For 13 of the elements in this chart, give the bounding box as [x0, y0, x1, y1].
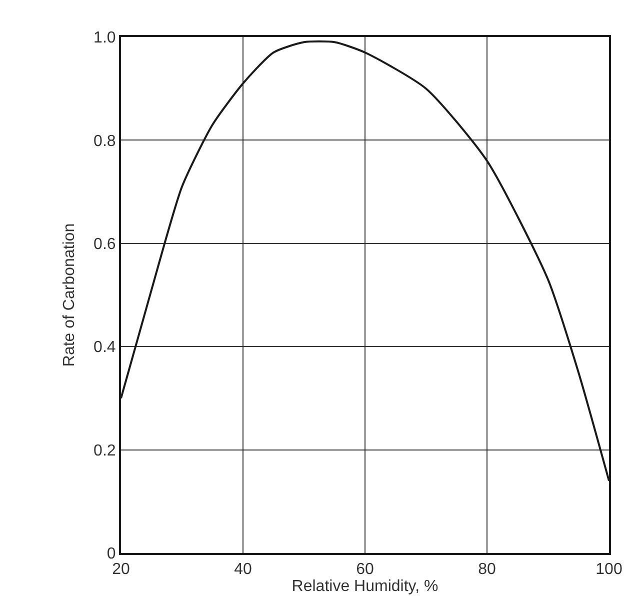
y-tick-label: 0.6: [94, 236, 116, 253]
x-tick-label: 80: [478, 561, 496, 578]
y-tick-label: 0.4: [94, 339, 116, 356]
y-tick-label: 0.8: [94, 132, 116, 150]
x-tick-label: 100: [596, 561, 622, 578]
y-tick-label: 0.2: [94, 442, 116, 460]
y-tick-label: 0: [106, 546, 116, 563]
x-tick-label: 40: [234, 561, 252, 578]
y-tick-label: 1.0: [94, 30, 116, 47]
x-tick-label: 60: [356, 561, 374, 578]
x-axis-title: Relative Humidity, %: [292, 578, 438, 596]
x-tick-label: 20: [112, 561, 130, 578]
y-axis-title: Rate of Carbonation: [60, 223, 78, 367]
